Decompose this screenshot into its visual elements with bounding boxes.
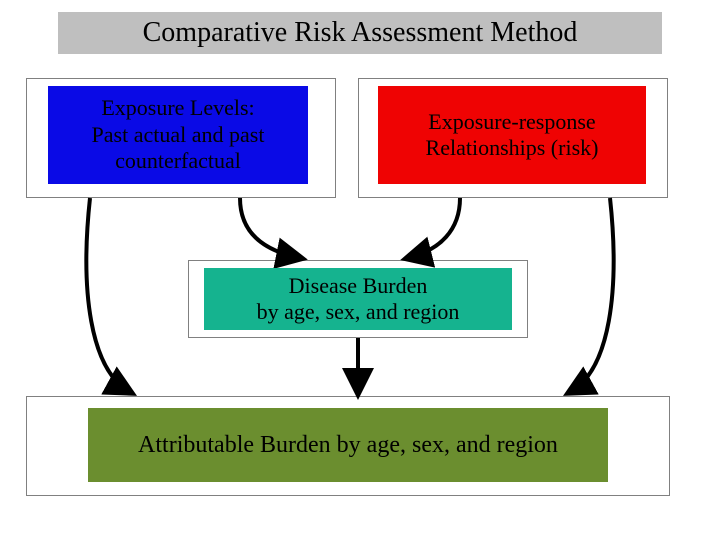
node-text: Attributable Burden by age, sex, and reg… <box>138 431 558 460</box>
node-text: counterfactual <box>115 148 241 174</box>
node-text: Relationships (risk) <box>426 135 599 161</box>
arrow-4 <box>570 198 614 392</box>
title-bar: Comparative Risk Assessment Method <box>58 12 662 54</box>
node-text: Exposure Levels: <box>101 95 254 121</box>
arrow-2 <box>240 198 300 258</box>
node-attributable-burden: Attributable Burden by age, sex, and reg… <box>88 408 608 482</box>
node-disease-burden: Disease Burden by age, sex, and region <box>204 268 512 330</box>
node-text: by age, sex, and region <box>257 299 460 325</box>
node-text: Past actual and past <box>92 122 265 148</box>
node-exposure-levels: Exposure Levels: Past actual and past co… <box>48 86 308 184</box>
node-exposure-response: Exposure-response Relationships (risk) <box>378 86 646 184</box>
node-text: Exposure-response <box>428 109 595 135</box>
node-text: Disease Burden <box>289 273 428 299</box>
arrow-1 <box>86 198 130 392</box>
arrow-3 <box>408 198 460 258</box>
page-title: Comparative Risk Assessment Method <box>143 17 578 49</box>
